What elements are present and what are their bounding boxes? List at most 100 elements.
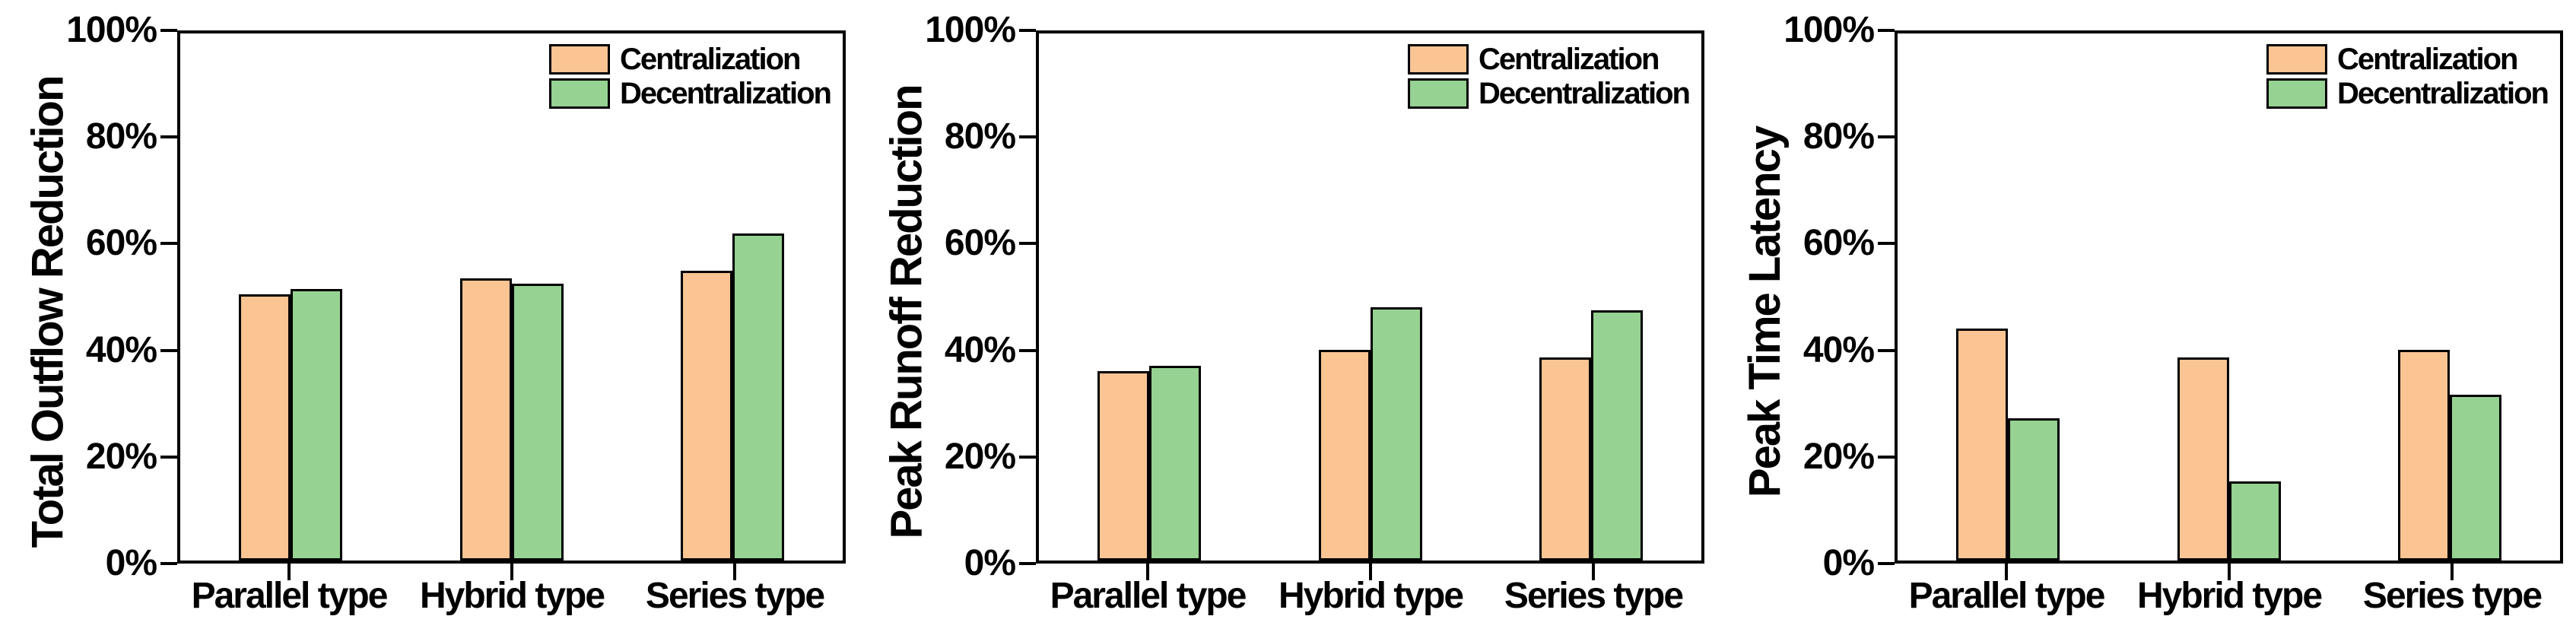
legend-swatch-centralization [549,44,610,75]
y-tick-label-100: 100% [925,10,1016,50]
bar-decentralization-series-type [732,233,784,561]
legend-swatch-centralization [2266,44,2327,75]
chart-panel-1: Total Outflow Reduction 0% 20% 40% 60% 80% 100… [0,0,859,632]
x-axis-label-hybrid-type: Hybrid type [2136,576,2323,616]
legend-swatch-centralization [1408,44,1469,75]
y-tick-80 [160,135,177,138]
bar-centralization-series-type [680,270,732,561]
y-tick-60 [160,242,177,245]
legend: Centralization Decentralization [549,42,832,110]
y-tick-0 [160,562,177,565]
y-tick-label-20: 20% [1803,437,1875,477]
y-tick-label-40: 40% [1803,330,1875,370]
y-tick-label-0: 0% [105,543,157,583]
y-tick-40 [1878,349,1895,352]
y-tick-label-60: 60% [1803,223,1875,263]
y-tick-40 [160,349,177,352]
legend-row-centralization: Centralization [549,42,831,76]
bar-centralization-series-type [2397,349,2450,561]
bar-centralization-parallel-type [1956,329,2009,561]
y-tick-0 [1019,562,1036,565]
y-tick-100 [160,29,177,32]
y-tick-label-60: 60% [944,223,1016,263]
bar-centralization-hybrid-type [2177,357,2229,561]
x-tick-parallel-type [2005,564,2008,580]
legend-label-decentralization: Decentralization [1479,76,1691,110]
bar-centralization-hybrid-type [459,278,512,561]
legend-row-decentralization: Decentralization [549,76,832,110]
y-tick-60 [1019,242,1036,245]
legend-swatch-decentralization [549,78,610,109]
legend-row-centralization: Centralization [1408,42,1689,76]
legend-row-decentralization: Decentralization [1408,76,1691,110]
bar-decentralization-series-type [1590,310,1643,561]
legend-label-centralization: Centralization [1479,42,1660,76]
y-tick-100 [1019,29,1036,32]
legend-swatch-decentralization [2266,78,2327,109]
bar-centralization-hybrid-type [1318,349,1371,561]
x-tick-series-type [1592,564,1595,580]
y-tick-label-40: 40% [944,330,1016,370]
x-axis-label-series-type: Series type [645,576,825,616]
y-tick-label-100: 100% [66,10,157,50]
x-tick-hybrid-type [1369,564,1372,580]
x-tick-parallel-type [1146,564,1149,580]
legend-label-centralization: Centralization [620,42,801,76]
y-tick-label-100: 100% [1784,10,1875,50]
x-axis-label-parallel-type: Parallel type [1050,576,1247,616]
legend-label-decentralization: Decentralization [2337,76,2549,110]
x-axis-label-hybrid-type: Hybrid type [419,576,605,616]
y-tick-label-0: 0% [1822,543,1875,583]
legend-row-decentralization: Decentralization [2266,76,2549,110]
y-axis-title: Peak Runoff Reduction [860,30,953,594]
y-tick-20 [160,456,177,459]
x-tick-series-type [733,564,736,580]
y-tick-40 [1019,349,1036,352]
plot-area [177,30,846,564]
y-tick-80 [1878,135,1895,138]
y-tick-label-80: 80% [85,116,157,157]
bar-centralization-parallel-type [1097,370,1150,561]
x-tick-series-type [2451,564,2454,580]
y-axis-title: Total Outflow Reduction [2,30,94,594]
legend-label-centralization: Centralization [2337,42,2518,76]
y-tick-20 [1019,456,1036,459]
x-axis-label-series-type: Series type [2362,576,2543,616]
y-tick-80 [1019,135,1036,138]
y-tick-label-0: 0% [964,543,1016,583]
y-tick-label-20: 20% [944,437,1016,477]
x-axis-label-hybrid-type: Hybrid type [1278,576,1464,616]
x-tick-hybrid-type [510,564,513,580]
y-tick-100 [1878,29,1895,32]
y-tick-label-20: 20% [85,437,157,477]
bar-decentralization-hybrid-type [511,284,564,561]
chart-panel-2: Peak Runoff Reduction 0% 20% 40% 60% 80% 100% P… [859,0,1717,632]
bar-decentralization-parallel-type [291,289,343,561]
bar-decentralization-hybrid-type [2228,481,2281,561]
bar-centralization-series-type [1539,357,1591,561]
x-axis-label-series-type: Series type [1504,576,1684,616]
legend-row-centralization: Centralization [2266,42,2548,76]
legend-swatch-decentralization [1408,78,1469,109]
plot-area [1895,30,2563,564]
legend-label-decentralization: Decentralization [620,76,832,110]
plot-area [1036,30,1704,564]
y-tick-label-80: 80% [944,116,1016,157]
legend: Centralization Decentralization [1408,42,1691,110]
y-axis-title: Peak Time Latency [1719,30,1812,594]
y-tick-0 [1878,562,1895,565]
chart-panel-3: Peak Time Latency 0% 20% 40% 60% 80% 100% Paral… [1717,0,2576,632]
y-tick-label-80: 80% [1803,116,1875,157]
y-tick-60 [1878,242,1895,245]
x-axis-label-parallel-type: Parallel type [1908,576,2106,616]
bar-decentralization-series-type [2449,394,2501,561]
x-axis-label-parallel-type: Parallel type [191,576,389,616]
y-tick-label-60: 60% [85,223,157,263]
bar-centralization-parallel-type [239,294,291,561]
x-tick-hybrid-type [2228,564,2231,580]
y-tick-20 [1878,456,1895,459]
bar-decentralization-parallel-type [2008,418,2060,561]
bar-decentralization-parallel-type [1149,365,1202,561]
bar-decentralization-hybrid-type [1370,307,1422,561]
